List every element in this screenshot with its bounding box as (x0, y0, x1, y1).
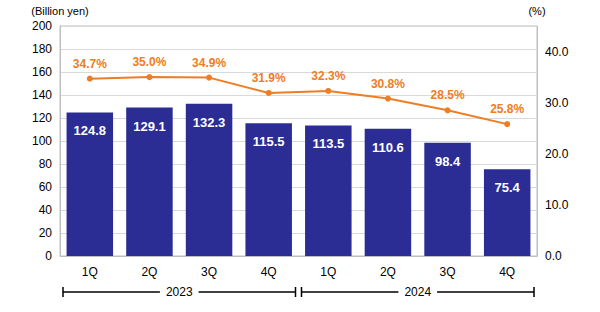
svg-text:32.3%: 32.3% (311, 69, 345, 83)
svg-text:75.4: 75.4 (495, 180, 521, 195)
svg-text:31.9%: 31.9% (252, 71, 286, 85)
svg-text:34.7%: 34.7% (73, 57, 107, 71)
svg-text:1Q: 1Q (82, 265, 98, 279)
svg-text:34.9%: 34.9% (192, 56, 226, 70)
svg-text:115.5: 115.5 (253, 134, 285, 149)
svg-text:132.3: 132.3 (193, 115, 226, 130)
svg-text:10.0: 10.0 (545, 198, 569, 212)
svg-text:180: 180 (32, 42, 52, 56)
svg-text:2024: 2024 (404, 285, 431, 299)
svg-text:129.1: 129.1 (133, 119, 166, 134)
svg-text:1Q: 1Q (320, 265, 336, 279)
svg-text:160: 160 (32, 65, 52, 79)
svg-text:2023: 2023 (166, 285, 193, 299)
svg-text:110.6: 110.6 (372, 140, 404, 155)
svg-text:60: 60 (39, 180, 53, 194)
svg-text:3Q: 3Q (440, 265, 456, 279)
svg-text:40.0: 40.0 (545, 45, 569, 59)
svg-text:35.0%: 35.0% (132, 55, 166, 69)
svg-text:98.4: 98.4 (435, 154, 461, 169)
svg-text:4Q: 4Q (261, 265, 277, 279)
svg-text:0: 0 (45, 249, 52, 263)
svg-text:2Q: 2Q (380, 265, 396, 279)
svg-text:20: 20 (39, 226, 53, 240)
svg-text:2Q: 2Q (141, 265, 157, 279)
svg-text:80: 80 (39, 157, 53, 171)
svg-text:4Q: 4Q (499, 265, 515, 279)
svg-text:28.5%: 28.5% (431, 88, 465, 102)
svg-text:(Billion yen): (Billion yen) (31, 5, 88, 17)
svg-text:30.0: 30.0 (545, 96, 569, 110)
svg-text:120: 120 (32, 111, 52, 125)
svg-text:113.5: 113.5 (312, 136, 344, 151)
svg-text:100: 100 (32, 134, 52, 148)
svg-text:25.8%: 25.8% (490, 102, 524, 116)
svg-text:140: 140 (32, 88, 52, 102)
svg-text:40: 40 (39, 203, 53, 217)
svg-text:30.8%: 30.8% (371, 77, 405, 91)
svg-text:3Q: 3Q (201, 265, 217, 279)
svg-text:200: 200 (32, 19, 52, 33)
svg-text:(%): (%) (528, 5, 545, 17)
svg-text:124.8: 124.8 (74, 123, 107, 138)
svg-text:20.0: 20.0 (545, 147, 569, 161)
svg-text:0.0: 0.0 (545, 249, 562, 263)
